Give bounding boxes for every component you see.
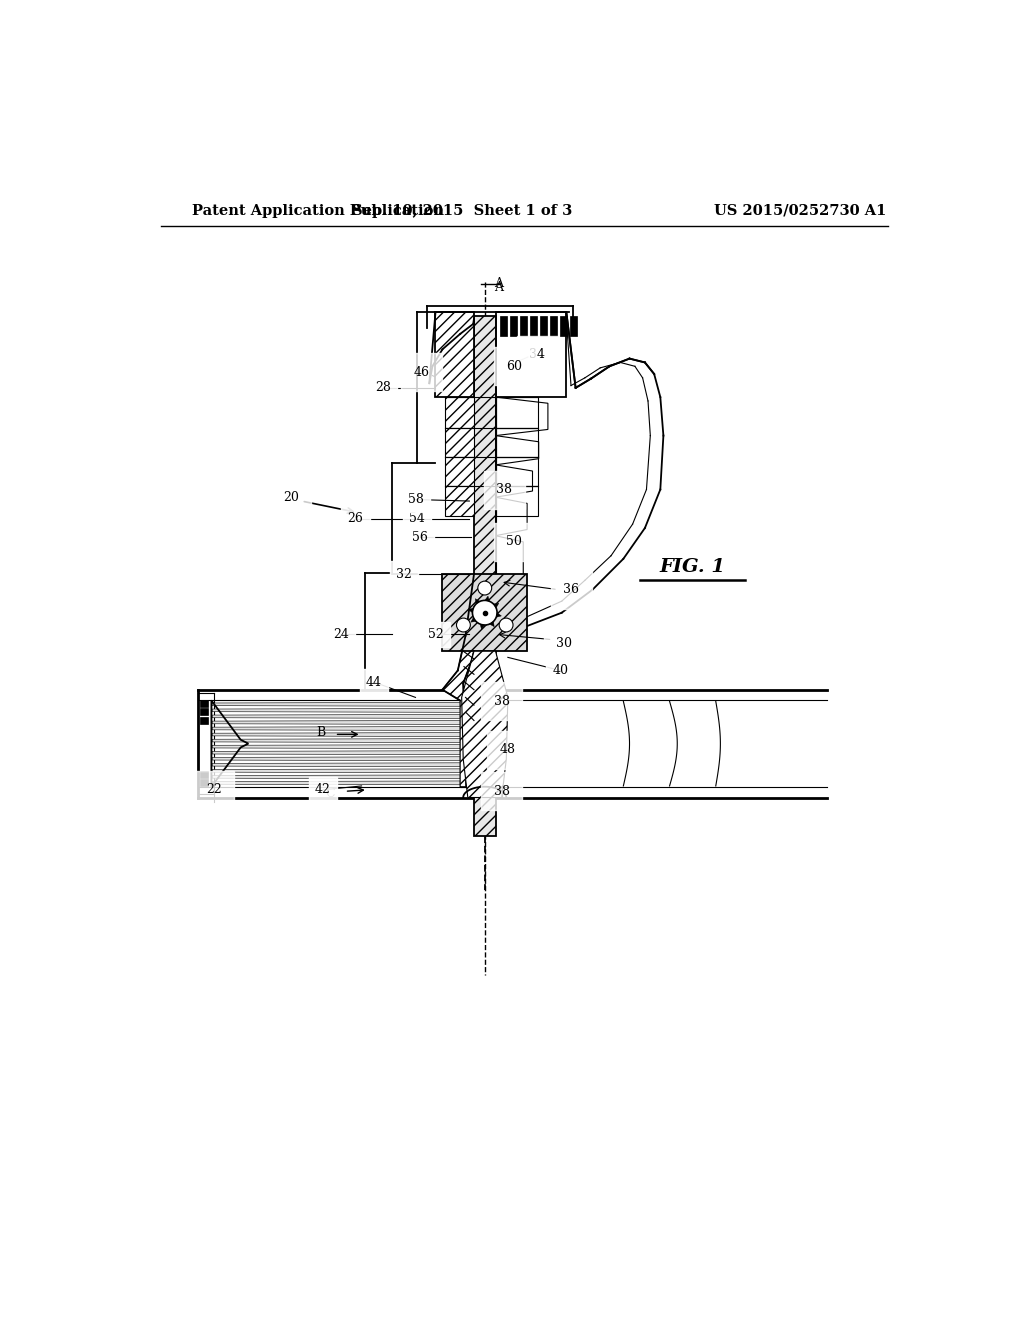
Polygon shape — [460, 701, 484, 787]
Text: 42: 42 — [315, 783, 331, 796]
Bar — [496, 457, 538, 487]
Text: 38: 38 — [494, 785, 510, 797]
Text: 20: 20 — [283, 491, 299, 504]
Text: 40: 40 — [552, 664, 568, 677]
Polygon shape — [435, 313, 474, 397]
Polygon shape — [444, 428, 474, 457]
Bar — [570, 317, 578, 335]
Polygon shape — [212, 763, 460, 767]
Text: Patent Application Publication: Patent Application Publication — [193, 203, 444, 218]
Polygon shape — [212, 744, 460, 748]
Polygon shape — [480, 624, 484, 630]
Bar — [496, 428, 538, 457]
Text: 54: 54 — [409, 512, 425, 525]
Bar — [200, 771, 208, 779]
Polygon shape — [444, 457, 474, 487]
Bar — [560, 317, 567, 335]
Polygon shape — [442, 574, 474, 787]
Polygon shape — [212, 702, 460, 706]
Polygon shape — [212, 756, 460, 760]
Polygon shape — [212, 726, 460, 730]
Bar — [530, 317, 538, 335]
Circle shape — [499, 618, 513, 632]
Polygon shape — [212, 733, 460, 737]
Polygon shape — [212, 721, 460, 725]
Text: 52: 52 — [428, 628, 443, 640]
Polygon shape — [462, 651, 508, 797]
Polygon shape — [475, 599, 480, 605]
Polygon shape — [484, 597, 489, 602]
Text: FIG. 1: FIG. 1 — [659, 557, 726, 576]
Text: US 2015/0252730 A1: US 2015/0252730 A1 — [715, 203, 887, 218]
Polygon shape — [212, 775, 460, 779]
Text: A: A — [494, 281, 503, 294]
Polygon shape — [468, 609, 473, 612]
Polygon shape — [471, 618, 476, 622]
Bar — [550, 317, 557, 335]
Bar — [520, 317, 527, 335]
Text: Sep. 10, 2015  Sheet 1 of 3: Sep. 10, 2015 Sheet 1 of 3 — [351, 203, 571, 218]
Text: C: C — [325, 787, 335, 800]
Text: 34: 34 — [529, 348, 545, 362]
Text: 24: 24 — [333, 628, 349, 640]
Text: A: A — [494, 277, 503, 289]
Text: 26: 26 — [347, 512, 364, 525]
Circle shape — [457, 618, 470, 632]
Polygon shape — [494, 603, 499, 609]
Text: 30: 30 — [556, 638, 572, 649]
Text: 48: 48 — [500, 743, 516, 756]
Polygon shape — [212, 781, 460, 785]
Polygon shape — [497, 612, 502, 618]
Text: B: B — [316, 726, 326, 739]
Text: 60: 60 — [506, 360, 522, 372]
Polygon shape — [444, 487, 474, 516]
Polygon shape — [212, 709, 460, 713]
Bar — [200, 718, 208, 725]
Circle shape — [472, 601, 497, 626]
Text: 58: 58 — [408, 492, 423, 506]
Polygon shape — [474, 317, 496, 836]
Text: 38: 38 — [494, 694, 510, 708]
Text: 44: 44 — [366, 676, 382, 689]
Text: 46: 46 — [414, 366, 430, 379]
Bar — [510, 317, 517, 335]
Text: 22: 22 — [206, 783, 221, 796]
Polygon shape — [212, 768, 460, 772]
Text: 56: 56 — [412, 531, 428, 544]
Polygon shape — [489, 622, 495, 627]
Bar — [496, 487, 538, 516]
Polygon shape — [444, 397, 474, 428]
Polygon shape — [212, 714, 460, 718]
Bar — [496, 313, 566, 397]
Text: 28: 28 — [375, 381, 391, 395]
Circle shape — [478, 581, 492, 595]
Bar — [200, 700, 208, 706]
Text: 36: 36 — [563, 583, 579, 597]
Bar — [200, 779, 208, 785]
Text: 32: 32 — [396, 568, 412, 581]
Bar — [200, 708, 208, 715]
Text: 38: 38 — [496, 483, 512, 496]
Polygon shape — [212, 739, 460, 743]
Bar — [496, 397, 538, 428]
Polygon shape — [212, 751, 460, 755]
Polygon shape — [442, 574, 527, 651]
Text: 50: 50 — [506, 536, 522, 548]
Bar — [500, 317, 507, 335]
Bar — [541, 317, 547, 335]
